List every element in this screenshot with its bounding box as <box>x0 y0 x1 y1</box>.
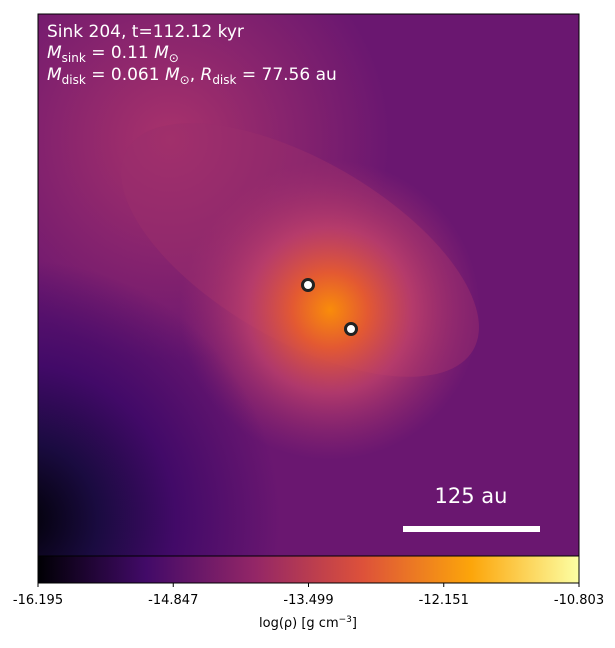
label-text: log(ρ) [g cm <box>259 616 339 631</box>
annotation: Mdisk = 0.061 M⊙, Rdisk = 77.56 au <box>47 65 337 87</box>
subscript: disk <box>212 73 236 87</box>
annotation-text: , <box>190 65 201 85</box>
x-tick-label: -10.803 <box>554 593 604 608</box>
colorbar <box>37 555 580 584</box>
annotation: Msink = 0.11 M⊙ <box>47 43 179 65</box>
symbol: M <box>154 43 169 63</box>
symbol: R <box>201 65 213 85</box>
x-tick-label: -16.195 <box>13 593 63 608</box>
x-tick-label: -13.499 <box>283 593 333 608</box>
annotation-text: = 0.061 <box>86 65 165 85</box>
scale-bar <box>403 526 540 532</box>
x-tick-label: -12.151 <box>419 593 469 608</box>
colorbar-label: log(ρ) [g cm−3] <box>259 615 357 631</box>
symbol: M <box>47 65 62 85</box>
superscript: −3 <box>339 615 352 625</box>
subscript: ⊙ <box>180 73 190 87</box>
label-text: ] <box>352 616 357 631</box>
symbol: M <box>165 65 180 85</box>
symbol: M <box>47 43 62 63</box>
subscript: disk <box>62 73 86 87</box>
annotation-text: = 77.56 au <box>236 65 336 85</box>
x-tick-label: -14.847 <box>148 593 198 608</box>
subscript: sink <box>62 51 86 65</box>
annotation: Sink 204, t=112.12 kyr <box>47 22 244 42</box>
subscript: ⊙ <box>169 51 179 65</box>
sink-marker <box>344 322 358 336</box>
annotation-text: Sink 204, t=112.12 kyr <box>47 22 244 42</box>
annotation-text: = 0.11 <box>86 43 154 63</box>
scale-bar-label: 125 au <box>435 484 508 508</box>
sink-marker <box>301 278 315 292</box>
